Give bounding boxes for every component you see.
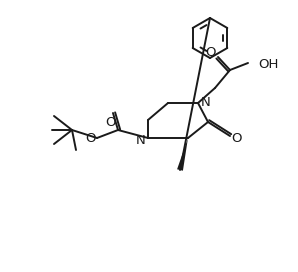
Text: N: N — [136, 134, 146, 147]
Text: N: N — [201, 97, 211, 110]
Text: OH: OH — [258, 57, 278, 70]
Text: O: O — [85, 131, 95, 144]
Text: O: O — [205, 47, 215, 60]
Polygon shape — [177, 138, 188, 171]
Text: O: O — [231, 131, 241, 144]
Text: O: O — [106, 116, 116, 129]
